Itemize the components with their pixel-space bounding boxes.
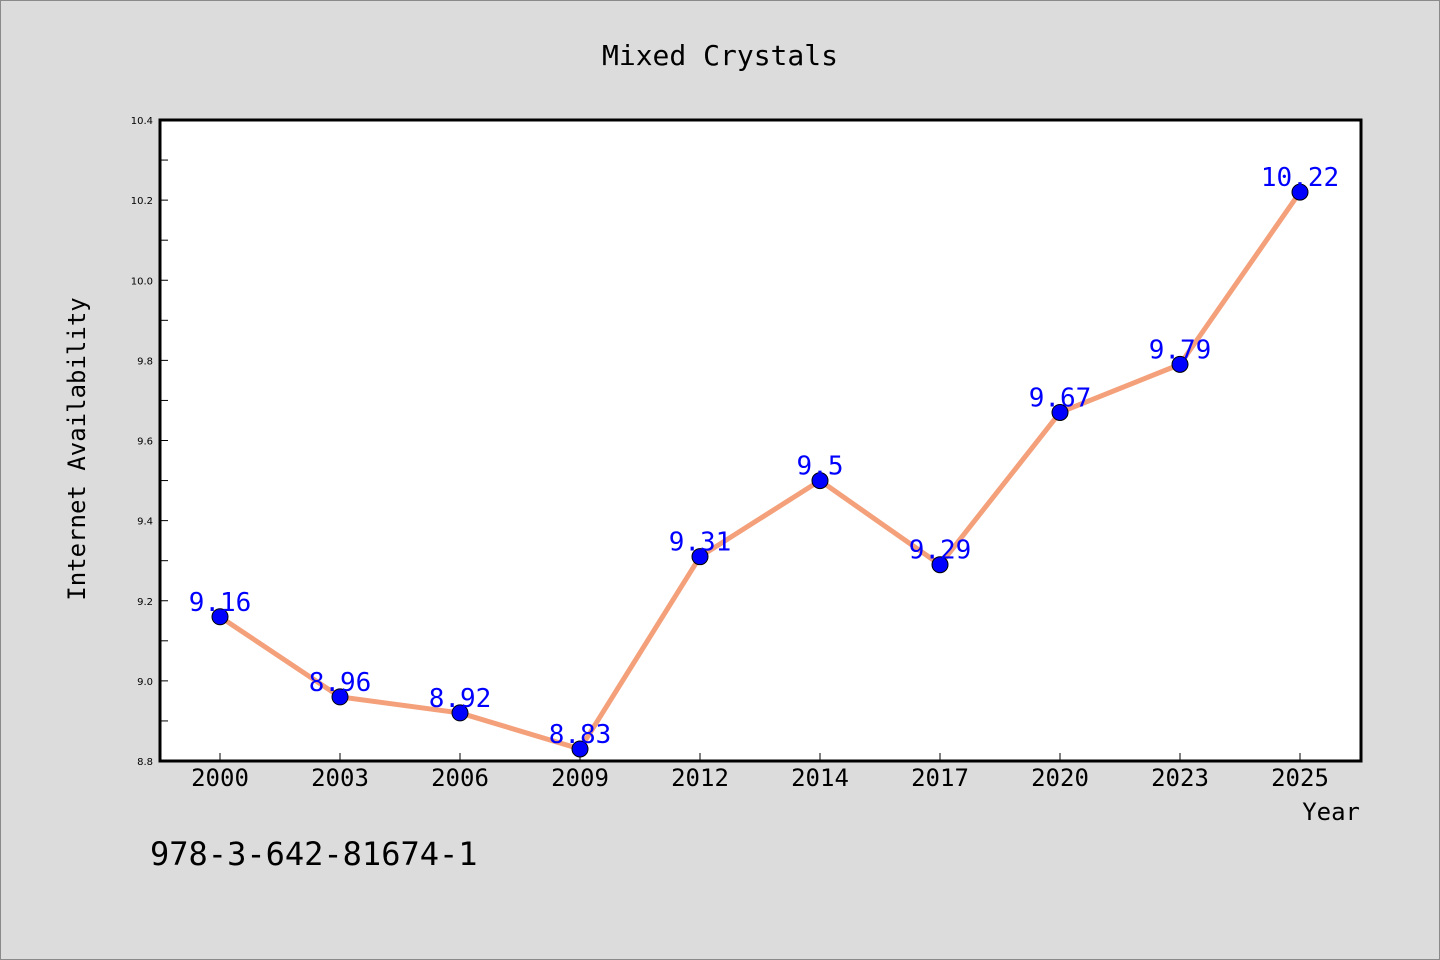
y-tick-label: 9.2 bbox=[137, 597, 153, 608]
data-point-marker bbox=[931, 556, 949, 574]
plot-frame bbox=[158, 118, 1363, 763]
data-label: 8.83 bbox=[549, 720, 612, 750]
y-tick-label: 9.6 bbox=[137, 437, 153, 448]
data-label: 9.67 bbox=[1029, 383, 1092, 413]
plot-area bbox=[160, 120, 1361, 761]
y-axis-label: Internet Availability bbox=[63, 297, 91, 600]
x-tick-label: 2020 bbox=[1031, 764, 1089, 792]
data-point-marker bbox=[451, 704, 469, 722]
x-tick-label: 2014 bbox=[791, 764, 849, 792]
x-tick-label: 2006 bbox=[431, 764, 489, 792]
data-point-marker bbox=[1171, 355, 1189, 373]
data-label: 9.5 bbox=[797, 452, 844, 482]
y-tick-label: 9.4 bbox=[137, 517, 153, 528]
chart-title: Mixed Crystals bbox=[602, 39, 838, 72]
series-line bbox=[217, 189, 1303, 752]
y-tick-label: 9.0 bbox=[137, 677, 153, 688]
data-point-marker bbox=[571, 740, 589, 758]
data-label: 9.16 bbox=[189, 588, 252, 618]
x-tick-label: 2000 bbox=[191, 764, 249, 792]
line-series bbox=[211, 183, 1309, 758]
y-tick-label: 9.8 bbox=[137, 356, 153, 367]
data-label: 8.96 bbox=[309, 668, 372, 698]
data-label: 9.29 bbox=[909, 536, 972, 566]
x-tick-label: 2003 bbox=[311, 764, 369, 792]
x-axis-label: Year bbox=[1302, 798, 1360, 826]
y-axis-ticks: 8.8 9.0 9.2 9.4 9.6 9.8 10.0 10.2 10.4 bbox=[131, 116, 168, 768]
y-tick-label: 8.8 bbox=[137, 757, 153, 768]
y-tick-label: 10.4 bbox=[131, 116, 153, 127]
data-point-marker bbox=[1291, 183, 1309, 201]
data-label: 9.79 bbox=[1149, 335, 1212, 365]
y-tick-label: 10.2 bbox=[131, 196, 153, 207]
x-tick-label: 2023 bbox=[1151, 764, 1209, 792]
x-tick-label: 2012 bbox=[671, 764, 729, 792]
footer-code: 978-3-642-81674-1 bbox=[150, 835, 478, 873]
data-point-marker bbox=[691, 548, 709, 566]
y-tick-label: 10.0 bbox=[131, 276, 153, 287]
data-label: 9.31 bbox=[669, 528, 732, 558]
x-tick-label: 2017 bbox=[911, 764, 969, 792]
x-tick-label: 2025 bbox=[1271, 764, 1329, 792]
data-label: 8.92 bbox=[429, 684, 492, 714]
x-axis-ticks: 2000 2003 2006 2009 2012 2014 2017 2020 2023 2025 bbox=[191, 753, 1329, 792]
data-point-marker bbox=[211, 608, 229, 626]
data-point-marker bbox=[1051, 403, 1069, 421]
data-label: 10.22 bbox=[1261, 163, 1339, 193]
data-point-marker bbox=[331, 688, 349, 706]
x-tick-label: 2009 bbox=[551, 764, 609, 792]
data-labels: 9.16 8.96 8.92 8.83 9.31 9.5 9.29 9.67 9.79 10.22 bbox=[189, 163, 1339, 750]
data-point-marker bbox=[811, 472, 829, 490]
